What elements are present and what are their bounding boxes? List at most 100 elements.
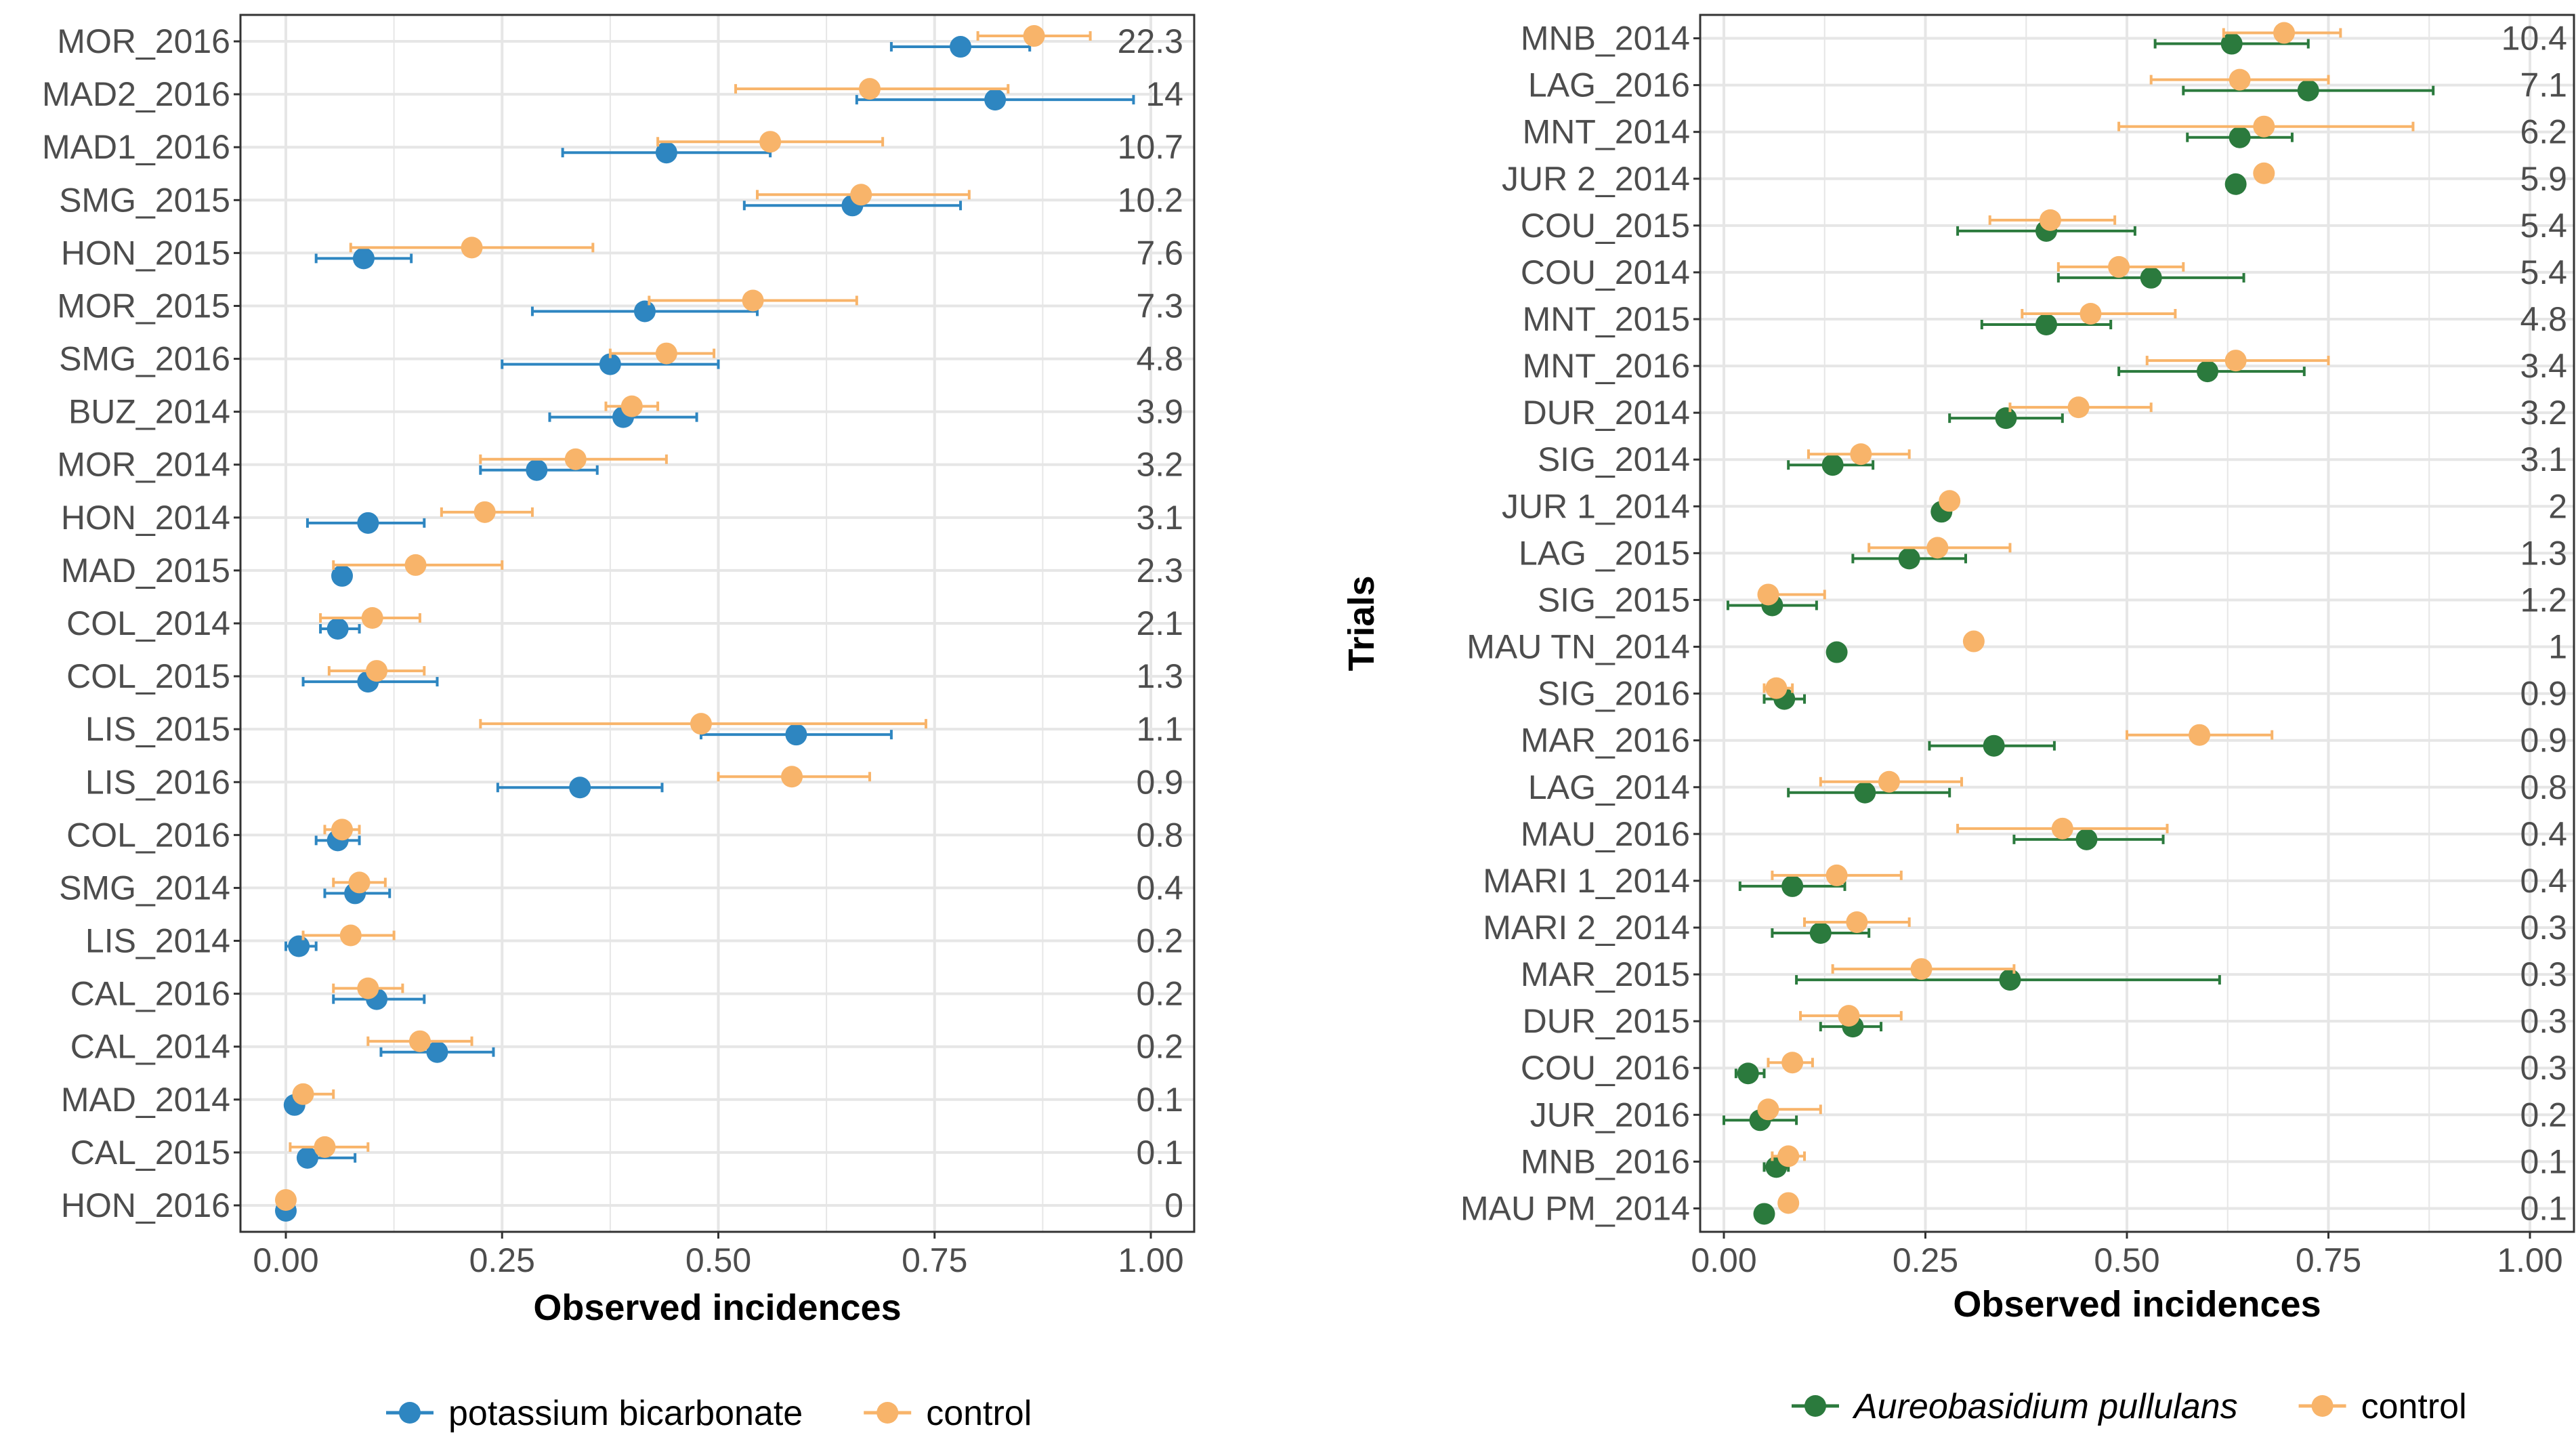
category-label: CAL_2014 (70, 1028, 230, 1066)
data-point (2140, 266, 2162, 289)
data-point (2253, 162, 2275, 184)
index-label: 2.3 (1136, 552, 1183, 589)
category-label: MAU PM_2014 (1460, 1189, 1690, 1227)
index-label: 0.3 (2520, 1002, 2567, 1040)
data-point (426, 1041, 448, 1063)
category-label: COL_2016 (66, 816, 230, 854)
legend: Aureobasidium pullulans control (1792, 1387, 2467, 1426)
legend-marker (877, 1402, 899, 1424)
index-label: 0.1 (2520, 1142, 2567, 1180)
category-label: MAR_2016 (1521, 722, 1690, 760)
data-point (2273, 22, 2296, 44)
data-point (361, 607, 383, 629)
data-point (1781, 875, 1804, 897)
data-point (357, 512, 379, 534)
category-label: LAG _2015 (1519, 534, 1690, 572)
index-label: 1.2 (2520, 581, 2567, 619)
index-label: 0.1 (1136, 1134, 1183, 1172)
data-point (326, 618, 349, 640)
index-label: 0.8 (1136, 816, 1183, 854)
legend-label: control (2361, 1387, 2467, 1426)
index-label: 7.3 (1136, 287, 1183, 325)
data-point (1850, 443, 1872, 465)
index-label: 0.4 (1136, 869, 1183, 907)
chart-panel-1: MOR_2016 MAD2_2016 MAD1_2016 SMG_2015 HON_20… (42, 14, 1196, 1433)
data-point (461, 236, 483, 259)
data-point (404, 554, 427, 576)
data-point (781, 766, 803, 788)
legend-item: Aureobasidium pullulans (1792, 1387, 2238, 1426)
data-point (296, 1146, 318, 1169)
data-point (1777, 1192, 1800, 1214)
data-point (633, 300, 656, 323)
index-label: 0.9 (2520, 722, 2567, 760)
index-label: 10.2 (1118, 181, 1183, 219)
index-label: 3.9 (1136, 393, 1183, 431)
data-point (2051, 817, 2073, 840)
data-point (1781, 1052, 1804, 1074)
chart-panel-2: MNB_2014 LAG_2016 MNT_2014 JUR 2_2014 COU_20… (1341, 14, 2575, 1426)
index-label: 7.1 (2520, 66, 2567, 104)
index-label: 14 (1145, 75, 1183, 113)
data-point (2075, 828, 2098, 850)
x-tick-label: 0.75 (2296, 1241, 2361, 1279)
data-point (1023, 25, 1045, 47)
series-1 (1723, 33, 2435, 1225)
data-point (292, 1083, 314, 1105)
index-label: 3.4 (2520, 347, 2567, 385)
x-tick-label: 1.00 (2497, 1241, 2562, 1279)
data-point (1910, 958, 1933, 980)
data-point (742, 289, 764, 312)
data-point (331, 564, 354, 587)
index-label: 3.1 (2520, 440, 2567, 478)
data-point (599, 353, 621, 375)
data-point (2297, 79, 2319, 102)
data-point (655, 142, 677, 164)
data-point (526, 459, 548, 481)
legend-label: Aureobasidium pullulans (1852, 1387, 2238, 1426)
index-label: 1.3 (2520, 534, 2567, 572)
data-point (1825, 641, 1848, 663)
data-point (357, 977, 379, 999)
data-point (2067, 396, 2090, 419)
data-point (2229, 126, 2251, 148)
index-label: 6.2 (2520, 113, 2567, 151)
legend-marker (399, 1402, 421, 1424)
index-label: 0.2 (1136, 922, 1183, 960)
index-label: 1 (2548, 628, 2567, 666)
category-label: MAD_2015 (61, 552, 230, 589)
data-point (984, 89, 1007, 111)
index-label: 0.3 (2520, 909, 2567, 947)
category-label: MOR_2015 (57, 287, 230, 325)
index-label: 0 (1164, 1186, 1183, 1224)
category-label: MAD1_2016 (42, 128, 230, 166)
index-label: 0.9 (1136, 763, 1183, 801)
category-label: CAL_2016 (70, 975, 230, 1013)
data-point (690, 713, 712, 735)
data-point (1757, 583, 1779, 606)
panel-border (1699, 14, 2575, 1233)
data-point (858, 78, 881, 100)
category-label: SMG_2016 (59, 340, 230, 378)
category-label: SMG_2015 (59, 181, 230, 219)
data-point (1821, 454, 1844, 476)
index-label: 0.9 (2520, 675, 2567, 713)
category-label: SIG_2014 (1538, 440, 1690, 478)
data-point (569, 776, 591, 799)
category-label: DUR_2014 (1523, 394, 1690, 432)
index-label: 4.8 (1136, 340, 1183, 378)
category-label: JUR 2_2014 (1502, 160, 1690, 198)
data-point (1753, 1203, 1775, 1225)
data-point (564, 448, 587, 470)
x-tick-label: 1.00 (1118, 1241, 1183, 1279)
x-tick-label: 0.25 (1893, 1241, 1958, 1279)
index-label: 5.4 (2520, 207, 2567, 245)
category-label: HON_2014 (61, 499, 230, 537)
index-label: 22.3 (1118, 22, 1183, 60)
data-point (352, 247, 375, 270)
x-axis-label: Observed incidences (1953, 1284, 2321, 1325)
x-tick-label: 0.50 (685, 1241, 751, 1279)
data-point (408, 1030, 431, 1052)
y-axis-label: Trials (1341, 575, 1382, 671)
data-point (1737, 1062, 1759, 1085)
